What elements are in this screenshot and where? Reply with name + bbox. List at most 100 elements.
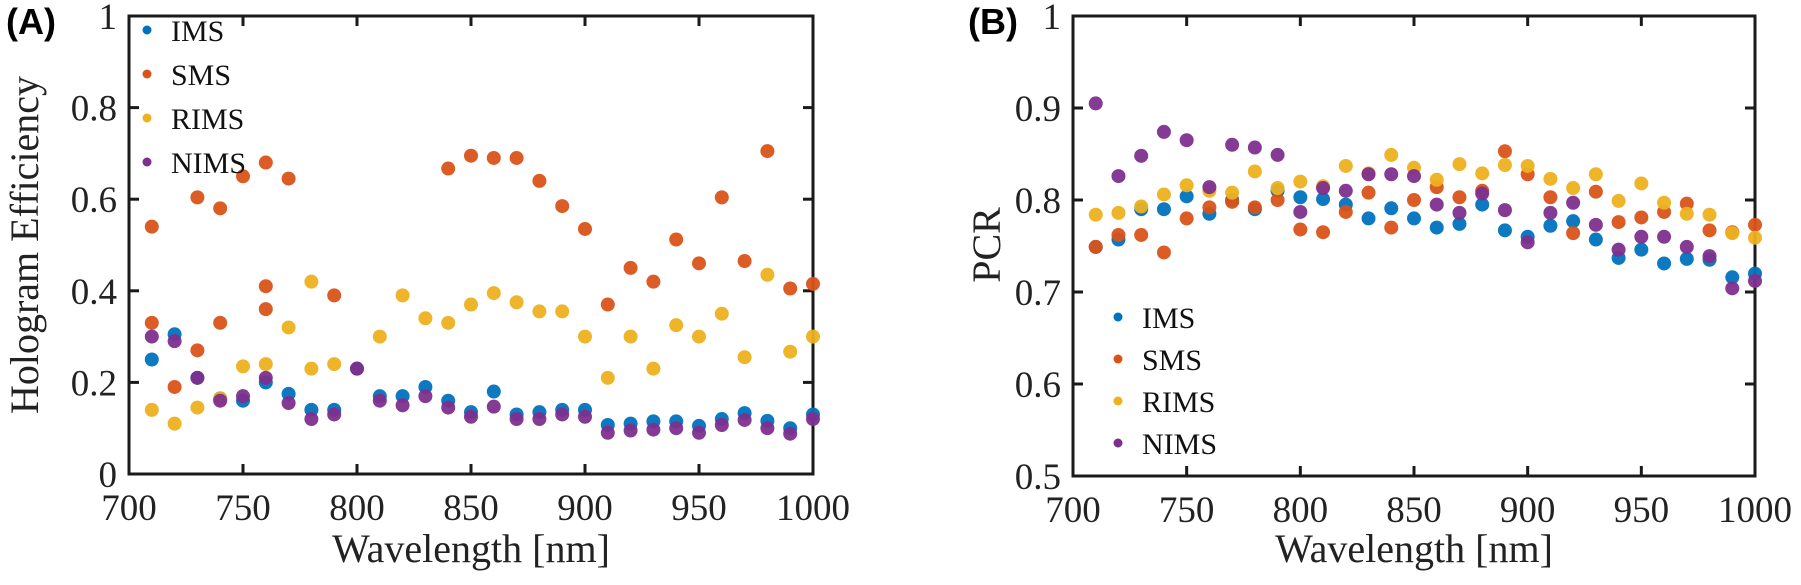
legend-a: IMS SMS RIMS NIMS xyxy=(142,15,246,180)
data-point-sms xyxy=(144,219,159,234)
data-point-sms xyxy=(1611,215,1626,230)
series-nims-a xyxy=(144,329,820,441)
y-tick-label-b: 0.9 xyxy=(1015,89,1061,130)
data-point-nims xyxy=(692,425,706,440)
data-point-sms xyxy=(144,315,159,330)
data-point-sms xyxy=(1293,222,1308,237)
data-point-rims xyxy=(1657,195,1672,210)
legend-label-sms: SMS xyxy=(171,59,231,92)
data-point-rims xyxy=(783,344,798,359)
data-point-rims xyxy=(258,357,273,372)
data-point-nims xyxy=(1475,186,1490,201)
x-tick-label-a: 700 xyxy=(101,488,157,529)
data-point-nims xyxy=(213,393,228,408)
data-point-sms xyxy=(1384,220,1399,235)
x-tick-label-b: 850 xyxy=(1386,490,1442,531)
data-point-nims xyxy=(1134,148,1149,163)
data-point-ims xyxy=(486,384,501,399)
data-point-rims xyxy=(1111,205,1126,220)
data-point-sms xyxy=(464,148,478,163)
data-point-rims xyxy=(1156,187,1171,202)
data-point-rims xyxy=(1225,185,1240,200)
data-point-sms xyxy=(486,150,501,165)
data-point-sms xyxy=(1088,239,1103,254)
data-point-nims xyxy=(1702,249,1717,264)
data-point-nims xyxy=(1225,137,1240,152)
legend-marker-nims xyxy=(142,157,152,167)
data-point-nims xyxy=(1725,281,1740,296)
y-tick-label-b: 0.8 xyxy=(1015,181,1061,222)
data-point-rims xyxy=(669,318,684,333)
x-tick-label-b: 700 xyxy=(1045,490,1101,531)
data-point-rims xyxy=(395,288,410,303)
data-point-rims xyxy=(555,304,570,319)
data-point-ims xyxy=(1679,251,1694,266)
legend-marker-ims xyxy=(1113,312,1123,322)
data-point-ims xyxy=(1179,189,1194,204)
data-point-rims xyxy=(1452,157,1467,172)
legend-marker-rims xyxy=(142,113,152,123)
data-point-sms xyxy=(213,201,228,216)
panel-b-pcr: (B) PCR Wavelength [nm] 700 750 800 850 900 9… xyxy=(964,0,1792,571)
y-axis-title-a: Hologram Efficiency xyxy=(2,76,47,414)
data-point-sms xyxy=(1702,223,1717,238)
data-point-nims xyxy=(760,421,775,436)
legend-label-rims: RIMS xyxy=(171,103,244,136)
data-point-nims xyxy=(464,409,478,424)
data-point-rims xyxy=(1270,181,1285,196)
data-point-sms xyxy=(1452,190,1467,205)
series-sms-a xyxy=(144,144,820,394)
data-point-rims xyxy=(1429,172,1444,187)
y-tick-label-a: 0.2 xyxy=(71,363,117,404)
data-point-nims xyxy=(281,396,296,411)
data-point-sms xyxy=(1748,217,1762,232)
data-point-rims xyxy=(486,286,501,301)
data-point-nims xyxy=(806,412,820,427)
data-point-sms xyxy=(258,302,273,317)
data-point-sms xyxy=(646,274,661,289)
data-point-nims xyxy=(1293,204,1308,219)
x-tick-label-a: 950 xyxy=(671,488,727,529)
data-point-nims xyxy=(783,426,798,441)
data-point-nims xyxy=(372,393,387,408)
data-point-rims xyxy=(190,400,205,415)
data-point-sms xyxy=(737,254,752,269)
data-point-nims xyxy=(623,423,638,438)
data-point-nims xyxy=(1748,273,1762,288)
data-point-nims xyxy=(258,370,273,385)
data-point-rims xyxy=(1134,199,1149,214)
data-point-ims xyxy=(1634,242,1649,257)
data-point-rims xyxy=(1634,176,1649,191)
data-point-rims xyxy=(1679,206,1694,221)
data-point-rims xyxy=(1588,167,1603,182)
x-axis-title-b: Wavelength [nm] xyxy=(1275,526,1553,571)
data-point-nims xyxy=(1520,235,1535,250)
data-point-sms xyxy=(1247,200,1262,215)
data-point-nims xyxy=(395,398,410,413)
points-a xyxy=(144,144,820,441)
data-point-rims xyxy=(714,306,729,321)
data-point-nims xyxy=(304,412,319,427)
y-tick-label-a: 0.6 xyxy=(71,180,117,221)
data-point-nims xyxy=(1247,140,1262,155)
data-point-sms xyxy=(532,173,547,188)
data-point-rims xyxy=(1748,230,1762,245)
data-point-ims xyxy=(1429,220,1444,235)
data-point-sms xyxy=(1134,227,1149,242)
data-point-sms xyxy=(806,276,820,291)
data-point-sms xyxy=(281,171,296,186)
data-point-sms xyxy=(190,190,205,205)
data-point-sms xyxy=(1202,200,1217,215)
data-point-sms xyxy=(555,199,570,214)
y-tick-label-b: 0.5 xyxy=(1015,457,1061,498)
series-nims-b xyxy=(1088,96,1762,296)
data-point-nims xyxy=(167,334,182,349)
data-point-nims xyxy=(1407,169,1421,184)
data-point-rims xyxy=(167,416,182,431)
axes-b: 700 750 800 850 900 950 1000 0.5 0.6 0.7 0.8 0.9 1 xyxy=(1015,0,1792,531)
panel-label-a: (A) xyxy=(6,1,56,42)
data-point-nims xyxy=(190,370,205,385)
data-point-nims xyxy=(327,407,342,422)
panel-a-hologram-efficiency: (A) Hologram Efficiency Wavelength [nm] … xyxy=(2,0,850,571)
